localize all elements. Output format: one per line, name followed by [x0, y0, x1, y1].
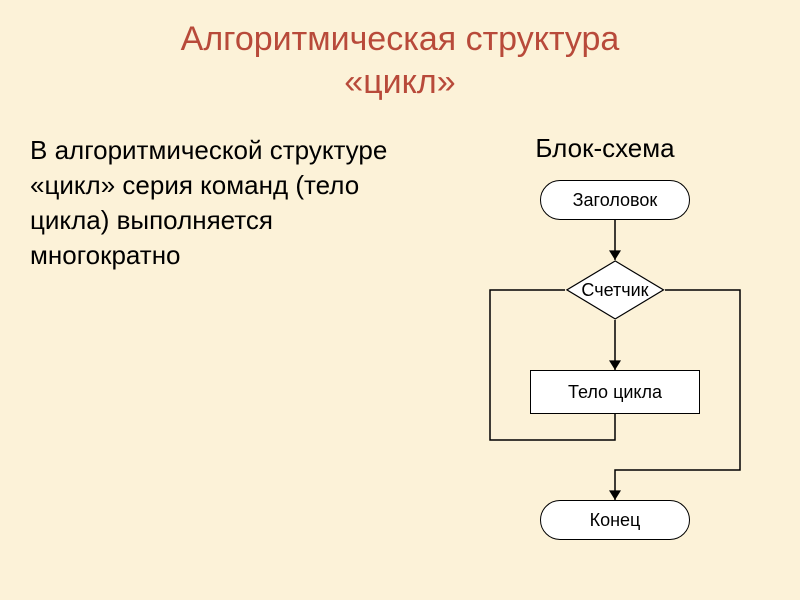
flowchart-diagram: Заголовок Счетчик Тело цикла Конец: [440, 180, 770, 580]
node-counter: Счетчик: [565, 260, 665, 320]
node-end: Конец: [540, 500, 690, 540]
content-area: В алгоритмической структуре «цикл» серия…: [0, 113, 800, 580]
slide-title: Алгоритмическая структура «цикл»: [0, 0, 800, 113]
diagram-panel: Блок-схема Заголовок Счетчик Тело цикла Кон…: [440, 133, 770, 580]
title-line-2: «цикл»: [344, 63, 455, 101]
paragraph-text: В алгоритмической структуре «цикл» серия…: [30, 135, 387, 270]
node-header: Заголовок: [540, 180, 690, 220]
node-label-counter: Счетчик: [565, 260, 665, 320]
diagram-title: Блок-схема: [440, 133, 770, 164]
title-line-1: Алгоритмическая структура: [181, 20, 620, 58]
description-text: В алгоритмической структуре «цикл» серия…: [30, 133, 420, 580]
node-body: Тело цикла: [530, 370, 700, 414]
